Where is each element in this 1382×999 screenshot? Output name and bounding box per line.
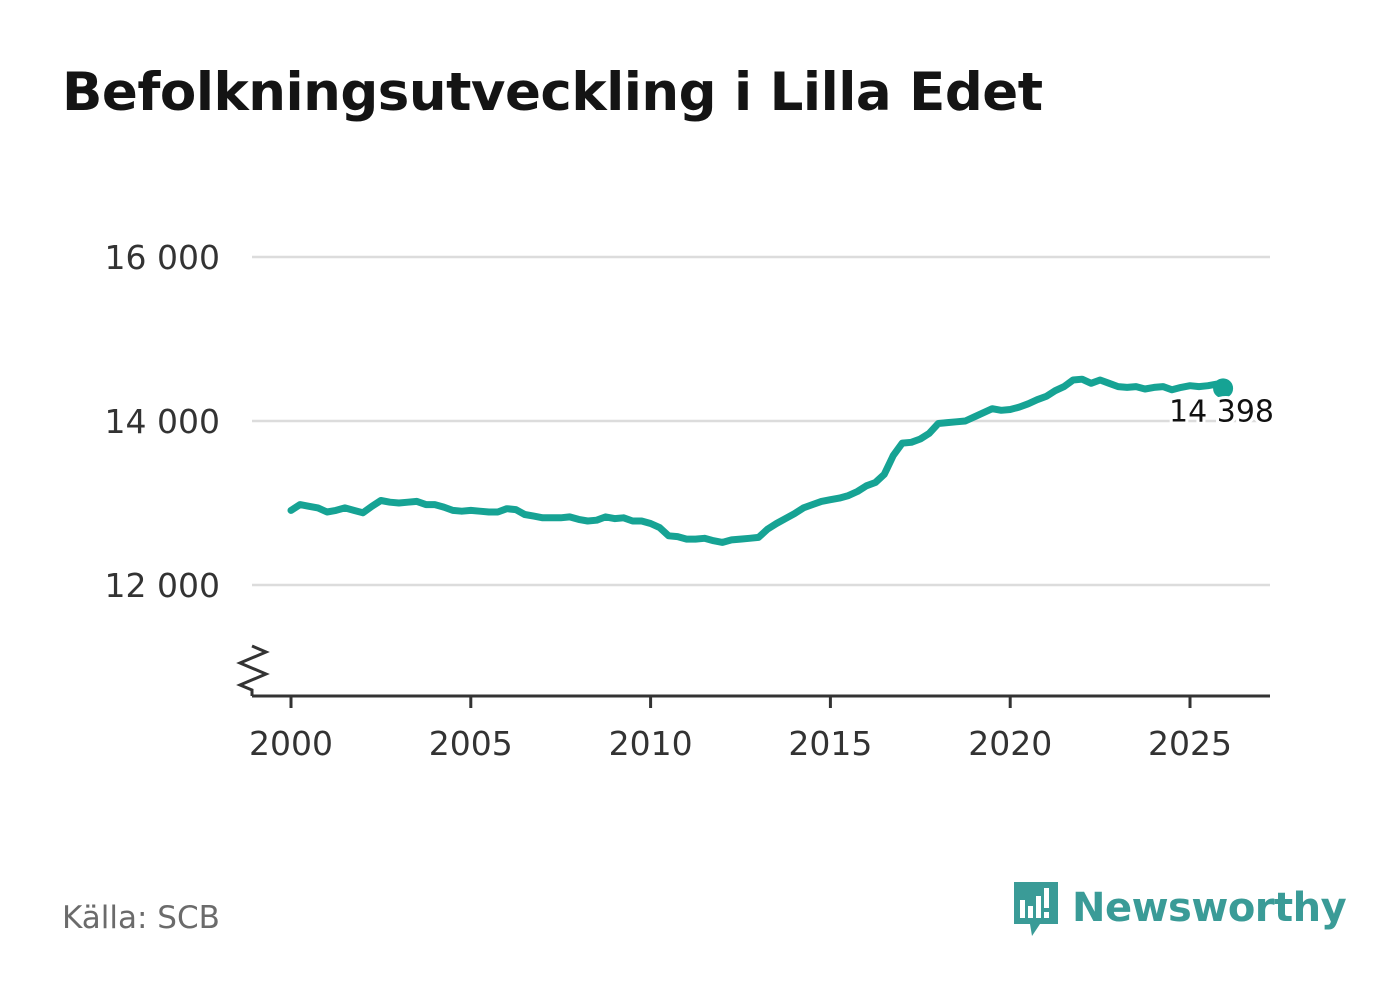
x-tick-label: 2025: [1148, 724, 1232, 763]
brand-name: Newsworthy: [1072, 885, 1347, 931]
axis-break-icon: [236, 644, 270, 696]
last-value-point: [1213, 378, 1234, 399]
x-tick-label: 2000: [249, 724, 333, 763]
y-tick-label: 16 000: [105, 238, 220, 277]
source-label: Källa: SCB: [62, 900, 220, 936]
x-tick-label: 2020: [968, 724, 1052, 763]
y-tick-label: 12 000: [105, 566, 220, 605]
newsworthy-logo-icon: [1014, 882, 1058, 936]
x-tick-label: 2010: [609, 724, 693, 763]
x-tick-label: 2005: [429, 724, 513, 763]
last-value-label: 14 398: [1169, 394, 1274, 429]
brand-logo[interactable]: Newsworthy: [1010, 878, 1347, 938]
chart-title: Befolkningsutveckling i Lilla Edet: [62, 62, 1043, 123]
x-tick-label: 2015: [788, 724, 872, 763]
y-tick-label: 14 000: [105, 402, 220, 441]
population-line: [287, 375, 1227, 546]
